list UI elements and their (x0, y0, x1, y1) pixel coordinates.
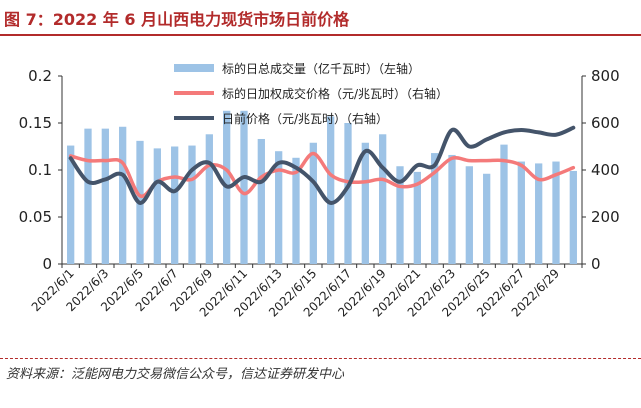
bar (188, 145, 196, 264)
bar (344, 123, 352, 264)
legend-swatch-bar (174, 64, 214, 72)
bar (327, 116, 335, 264)
bar (275, 151, 283, 264)
y-right-tick-label: 600 (591, 114, 620, 132)
source-divider (0, 358, 641, 359)
bar (379, 134, 387, 264)
bar (552, 161, 560, 264)
legend-label: 日前价格（元/兆瓦时）（右轴） (222, 111, 388, 126)
y-right-tick-label: 800 (591, 67, 620, 85)
y-left-tick-label: 0.05 (19, 208, 52, 226)
y-left-tick-label: 0.15 (19, 114, 52, 132)
bar (535, 163, 543, 264)
bar (171, 146, 179, 264)
source-note: 资料来源：泛能网电力交易微信公众号，信达证券研发中心 (6, 367, 345, 382)
bar (101, 128, 109, 264)
bar (448, 154, 456, 264)
y-left-tick-label: 0.2 (28, 67, 52, 85)
bar (483, 173, 491, 264)
legend: 标的日总成交量（亿千瓦时）（左轴） 标的日加权成交价格（元/兆瓦时）（右轴） 日前价… (174, 61, 448, 126)
chart: 标的日总成交量（亿千瓦时）（左轴） 标的日加权成交价格（元/兆瓦时）（右轴） 日前价… (19, 61, 620, 320)
bar-series (67, 110, 577, 264)
figure-title: 图 7：2022 年 6 月山西电力现货市场日前价格 (4, 10, 350, 29)
axes (58, 75, 586, 268)
bar (84, 128, 92, 264)
bar (361, 142, 369, 264)
series-line-day-ahead-price (68, 125, 576, 205)
y-left-tick-label: 0.1 (28, 161, 52, 179)
bar (569, 170, 577, 264)
bar (205, 134, 213, 264)
bar (240, 110, 248, 264)
bar (153, 148, 161, 264)
bar (431, 153, 439, 264)
bar (119, 126, 127, 264)
bar (67, 145, 75, 264)
bar (292, 157, 300, 264)
legend-label: 标的日总成交量（亿千瓦时）（左轴） (222, 61, 420, 76)
bar (309, 142, 317, 264)
y-left-tick-label: 0 (42, 255, 52, 273)
title-bar: 图 7：2022 年 6 月山西电力现货市场日前价格 (0, 0, 641, 36)
legend-label: 标的日加权成交价格（元/兆瓦时）（右轴） (222, 86, 448, 101)
y-right-tick-label: 200 (591, 208, 620, 226)
y-right-tick-label: 0 (591, 255, 601, 273)
bar (413, 171, 421, 264)
bar (517, 161, 525, 264)
bar (257, 138, 265, 264)
bar (465, 166, 473, 264)
line-series (68, 125, 576, 205)
series-line-weighted-price (68, 151, 576, 198)
y-right-tick-label: 400 (591, 161, 620, 179)
bar (396, 166, 404, 264)
bar (500, 144, 508, 264)
